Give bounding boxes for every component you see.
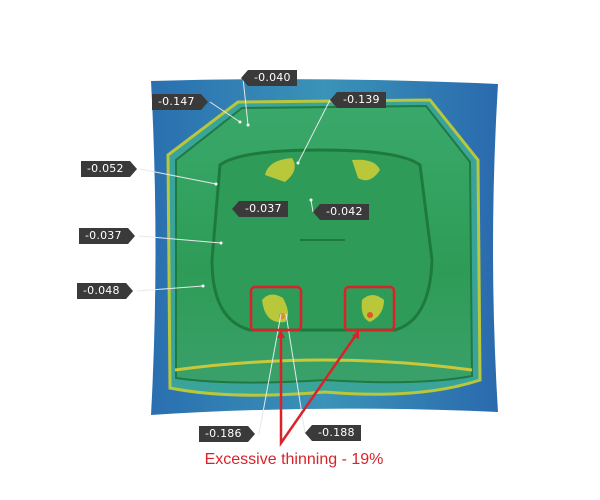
measure-label: -0.188 <box>305 425 361 441</box>
highlight-arrows <box>279 331 360 447</box>
thinning-highlights <box>249 285 396 447</box>
measure-label: -0.042 <box>313 204 369 220</box>
measure-label: -0.052 <box>81 161 137 177</box>
measure-label: -0.040 <box>241 70 297 86</box>
highlight-box-right <box>343 285 396 332</box>
thinning-caption: Excessive thinning - 19% <box>204 451 384 468</box>
measure-label: -0.048 <box>77 283 133 299</box>
measure-label: -0.139 <box>330 92 386 108</box>
highlight-box-left <box>249 285 303 332</box>
measure-label: -0.037 <box>232 201 288 217</box>
measure-label: -0.186 <box>199 426 255 442</box>
measure-label: -0.147 <box>152 94 208 110</box>
measure-label: -0.037 <box>79 228 135 244</box>
